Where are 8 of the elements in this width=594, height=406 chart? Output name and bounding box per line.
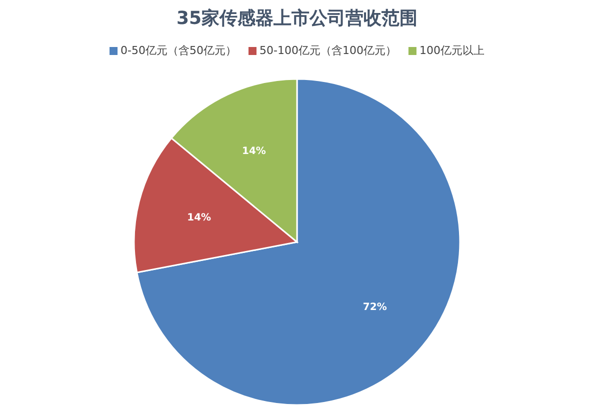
legend-label: 100亿元以上 (419, 44, 484, 57)
pie-slice (136, 78, 461, 406)
data-label: 72% (362, 302, 387, 313)
legend-label: 50-100亿元（含100亿元） (260, 44, 396, 57)
data-label: 14% (187, 212, 212, 224)
chart-title: 35家传感器上市公司营收范围 (176, 8, 418, 29)
data-label: 14% (242, 146, 266, 158)
legend-label: 0-50亿元（含50亿元） (120, 44, 236, 57)
